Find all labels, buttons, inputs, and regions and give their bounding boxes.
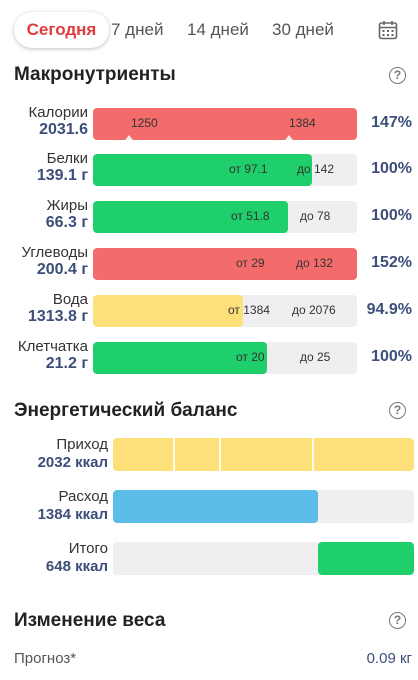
macro-value: 21.2 г [45,355,88,372]
energy-bar [113,438,414,471]
macro-range-to: до 25 [300,350,331,364]
macro-range-from: от 51.8 [231,209,270,223]
macro-bar: 1250 1384 [93,108,357,140]
segment-divider [312,438,314,471]
energy-bar-fill [113,438,414,471]
tab-14-days[interactable]: 14 дней [187,20,249,39]
energy-bar-fill [113,490,318,523]
weight-title: Изменение веса [14,610,166,631]
macro-range-to: до 78 [300,209,331,223]
macro-value: 2031.6 [39,121,88,138]
macro-bar-fill [93,248,357,280]
macro-range-from: от 97.1 [229,162,268,176]
range-marker [285,135,293,140]
macros-title: Макронутриенты [14,64,176,85]
energy-row: Итого 648 ккал [0,540,418,580]
macro-percent: 147% [371,114,412,131]
macro-range-from: от 1384 [228,303,270,317]
energy-bar [113,490,414,523]
macro-row: Калории 2031.6 1250 1384 147% [0,104,418,144]
macro-percent: 100% [371,207,412,224]
energy-value: 2032 ккал [37,454,108,471]
energy-name: Приход [56,436,108,453]
macro-bar: от 97.1 до 142 [93,154,357,186]
macro-range-from: 1250 [131,116,158,130]
macro-percent: 94.9% [366,301,412,318]
tab-30-days[interactable]: 30 дней [272,20,334,39]
macro-range-to: 1384 [289,116,316,130]
macro-bar-fill [93,201,289,233]
energy-row: Расход 1384 ккал [0,488,418,528]
energy-name: Итого [68,540,108,557]
tab-7-days[interactable]: 7 дней [111,20,164,39]
forecast-label: Прогноз* [14,650,77,667]
macro-bar-fill [93,342,268,374]
energy-title: Энергетический баланс [14,400,238,421]
macro-row: Углеводы 200.4 г от 29 до 132 152% [0,244,418,284]
macro-percent: 100% [371,160,412,177]
macro-value: 66.3 г [45,214,88,231]
energy-help-icon[interactable]: ? [389,402,406,419]
energy-value: 1384 ккал [37,506,108,523]
macro-bar: от 51.8 до 78 [93,201,357,233]
macro-range-to: до 2076 [292,303,336,317]
macro-value: 139.1 г [36,167,88,184]
forecast-value: 0.09 кг [366,650,412,667]
macro-bar-fill [93,108,357,140]
energy-bar-fill [317,542,414,575]
macro-bar: от 20 до 25 [93,342,357,374]
energy-row: Приход 2032 ккал [0,436,418,476]
macro-range-from: от 20 [236,350,265,364]
energy-value: 648 ккал [45,558,108,575]
macro-name: Калории [28,104,88,121]
macro-bar: от 29 до 132 [93,248,357,280]
macro-range-from: от 29 [236,256,265,270]
segment-divider [219,438,221,471]
macro-name: Клетчатка [17,338,88,355]
weight-help-icon[interactable]: ? [389,612,406,629]
period-tabs: Сегодня 7 дней 14 дней 30 дней [12,12,406,48]
macro-bar-fill [93,295,244,327]
macro-row: Вода 1313.8 г от 1384 до 2076 94.9% [0,291,418,331]
macro-name: Жиры [46,197,88,214]
macro-range-to: до 132 [296,256,334,270]
energy-name: Расход [58,488,108,505]
macro-row: Жиры 66.3 г от 51.8 до 78 100% [0,197,418,237]
macro-percent: 152% [371,254,412,271]
macro-bar: от 1384 до 2076 [93,295,357,327]
macros-help-icon[interactable]: ? [389,67,406,84]
segment-divider [173,438,175,471]
macro-percent: 100% [371,348,412,365]
macro-range-to: до 142 [297,162,335,176]
energy-bar [113,542,414,575]
macro-bar-fill [93,154,313,186]
macro-name: Вода [52,291,88,308]
macro-row: Белки 139.1 г от 97.1 до 142 100% [0,150,418,190]
macro-value: 1313.8 г [27,308,88,325]
tab-today[interactable]: Сегодня [14,12,109,48]
macro-name: Белки [46,150,88,167]
range-marker [125,135,133,140]
macro-row: Клетчатка 21.2 г от 20 до 25 100% [0,338,418,378]
macro-value: 200.4 г [36,261,88,278]
macro-name: Углеводы [21,244,88,261]
calendar-icon[interactable] [378,20,398,40]
